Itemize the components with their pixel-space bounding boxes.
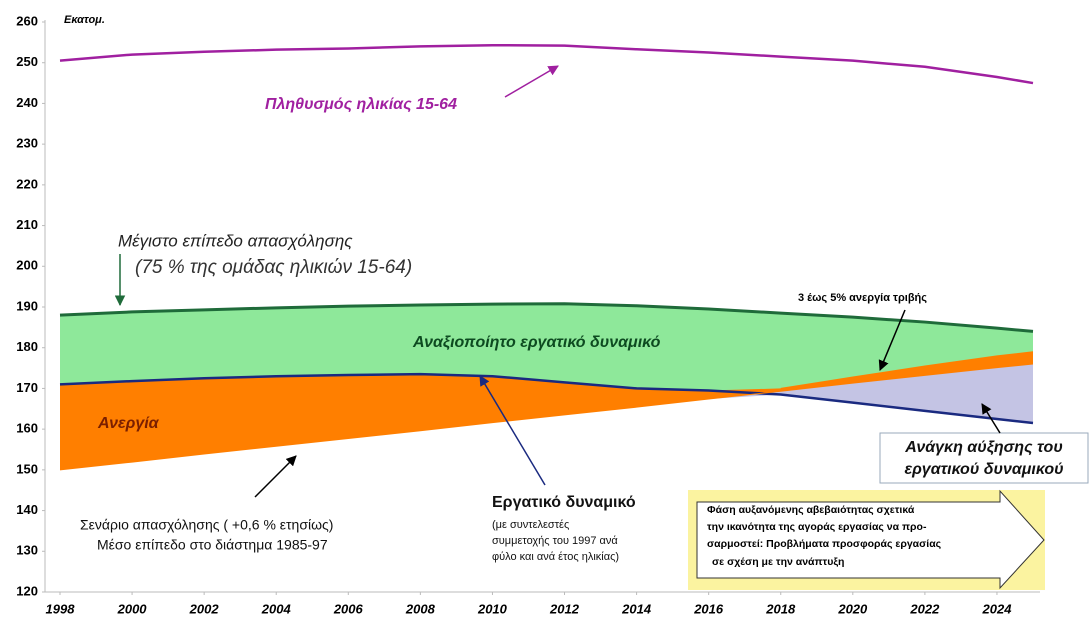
annotation: (με συντελεστές	[492, 519, 569, 531]
x-tick-label: 2018	[765, 601, 796, 616]
annotation: Ανεργία	[97, 415, 160, 432]
annotation: Ανάγκη αύξησης του	[904, 439, 1063, 456]
areas	[60, 303, 1033, 470]
arrow	[504, 65, 559, 98]
x-tick-label: 2004	[261, 601, 292, 616]
series-label: Μέγιστο επίπεδο απασχόλησης	[118, 231, 353, 250]
arrow	[878, 309, 906, 371]
series-line	[59, 43, 1034, 85]
annotation: σε σχέση με την ανάπτυξη	[712, 556, 844, 568]
annotation: εργατικού δυναμικού	[904, 461, 1063, 478]
series-label: Εργατικό δυναμικό	[492, 494, 636, 511]
y-tick-label: 220	[16, 176, 38, 191]
y-tick-label: 210	[16, 217, 38, 232]
annotation: σαρμοστεί: Προβλήματα προσφοράς εργασίας	[707, 538, 942, 550]
note-arrow	[696, 489, 1045, 590]
y-tick-label: 130	[16, 543, 38, 558]
x-tick-label: 2002	[189, 601, 220, 616]
annotation: Φάση αυξανόμενης αβεβαιότητας σχετικά	[707, 504, 915, 516]
x-tick-label: 2012	[549, 601, 580, 616]
y-tick-label: 190	[16, 298, 38, 313]
annotation: (75 % της ομάδας ηλικιών 15-64)	[135, 257, 412, 278]
x-tick-label: 2006	[333, 601, 364, 616]
y-tick-label: 140	[16, 502, 38, 517]
y-tick-label: 150	[16, 461, 38, 476]
arrow	[254, 455, 297, 498]
y-tick-label: 120	[16, 583, 38, 598]
need-box	[879, 432, 1089, 484]
y-tick-label: 200	[16, 258, 38, 273]
x-tick-label: 2000	[117, 601, 148, 616]
series-label: Σενάριο απασχόλησης ( +0,6 % ετησίως)	[80, 517, 333, 533]
annotation: την ικανότητα της αγοράς εργασίας να προ…	[707, 521, 927, 533]
x-tick-label: 2020	[837, 601, 868, 616]
arrow	[479, 375, 546, 486]
need-area	[708, 364, 1033, 424]
series-line	[59, 372, 1034, 425]
annotation: Μέσο επίπεδο στο διάστημα 1985-97	[97, 537, 328, 553]
annotation: φύλο και ανά έτος ηλικίας)	[492, 551, 619, 563]
series-line	[780, 351, 1034, 389]
arrow	[981, 403, 1001, 434]
x-tick-label: 2016	[693, 601, 724, 616]
y-tick-label: 260	[16, 13, 38, 28]
y-tick-label: 160	[16, 421, 38, 436]
x-tick-label: 2024	[982, 601, 1013, 616]
annotation: Αναξιοποίητο εργατικό δυναμικό	[412, 334, 661, 351]
series-line	[59, 363, 1034, 471]
x-tick-label: 1998	[46, 601, 76, 616]
x-tick-label: 2014	[621, 601, 652, 616]
y-tick-label: 250	[16, 54, 38, 69]
series-label: Πληθυσμός ηλικίας 15-64	[265, 96, 457, 113]
y-tick-label: 240	[16, 95, 38, 110]
y-tick-label: 230	[16, 136, 38, 151]
y-axis-label: Εκατομ.	[64, 14, 105, 26]
y-tick-label: 180	[16, 339, 38, 354]
series-label: 3 έως 5% ανεργία τριβής	[798, 292, 927, 304]
x-tick-label: 2008	[405, 601, 436, 616]
unemployment-area	[60, 351, 1033, 470]
y-tick-label: 170	[16, 380, 38, 395]
annotation: συμμετοχής του 1997 ανά	[492, 535, 618, 547]
x-tick-label: 2010	[477, 601, 508, 616]
x-tick-label: 2022	[909, 601, 940, 616]
